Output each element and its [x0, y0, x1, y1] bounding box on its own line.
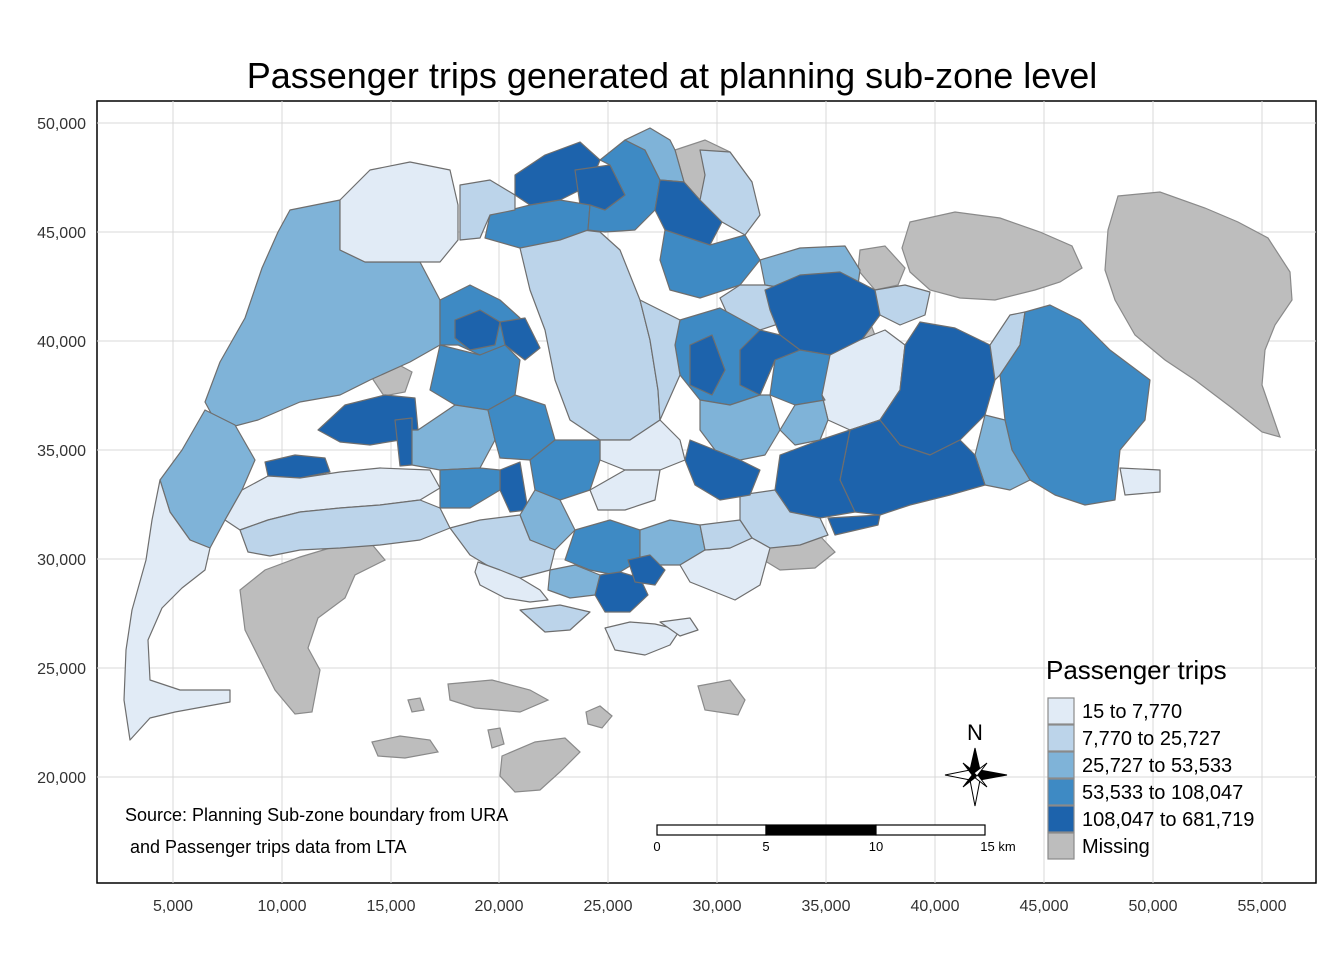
subzone-east-coast-park — [827, 514, 881, 536]
y-tick: 40,000 — [37, 334, 86, 351]
subzone-toa-payoh — [684, 439, 761, 501]
subzone-bukit-timah — [599, 419, 686, 471]
subzone-ang-mo-kio-dark — [689, 334, 726, 396]
x-axis-labels: 5,000 10,000 15,000 20,000 25,000 30,000… — [153, 898, 1287, 915]
subzone-pasir-panjang-terminal — [474, 561, 549, 603]
subzone-queenstown — [529, 439, 601, 501]
compass-rose-icon — [944, 747, 1008, 807]
southern-island-e — [585, 705, 613, 729]
x-tick: 50,000 — [1129, 898, 1178, 915]
x-tick: 15,000 — [367, 898, 416, 915]
southern-island-c — [371, 735, 440, 759]
subzone-holland — [589, 469, 661, 511]
subzone-bukit-panjang-dark — [454, 309, 501, 351]
subzone-changi-point — [1119, 467, 1161, 496]
x-tick: 30,000 — [693, 898, 742, 915]
scale-bar-segment — [765, 824, 877, 836]
north-arrow: N — [944, 720, 1008, 807]
southern-island-f — [487, 727, 505, 749]
legend-swatch — [1047, 751, 1075, 779]
legend-swatch — [1047, 697, 1075, 725]
x-tick: 55,000 — [1238, 898, 1287, 915]
subzone-alexandra — [564, 519, 641, 576]
subzone-thomson — [639, 299, 681, 421]
subzone-tampines — [879, 321, 996, 456]
subzone-changi-airport — [999, 304, 1151, 506]
legend-swatch — [1047, 724, 1075, 752]
legend-label: Missing — [1082, 836, 1150, 858]
southern-island-b — [697, 679, 746, 716]
subzone-woodlands-e — [624, 127, 685, 183]
legend-label: 53,533 to 108,047 — [1082, 782, 1243, 804]
legend-label: 108,047 to 681,719 — [1082, 809, 1254, 831]
southern-island-a — [447, 679, 550, 713]
y-tick: 45,000 — [37, 225, 86, 242]
scale-bar-label: 0 — [653, 839, 660, 854]
subzone-keppel — [519, 604, 591, 633]
legend-swatch — [1047, 805, 1075, 833]
x-tick: 10,000 — [258, 898, 307, 915]
y-axis-labels: 50,000 45,000 40,000 35,000 30,000 25,00… — [37, 116, 86, 787]
subzone-paya-lebar-south — [779, 394, 829, 446]
subzone-kallang — [699, 519, 753, 551]
legend-swatch — [1047, 778, 1075, 806]
x-tick: 20,000 — [475, 898, 524, 915]
scale-bar-label: 5 — [762, 839, 769, 854]
subzone-tuas — [123, 479, 231, 741]
subzone-hougang — [739, 329, 801, 396]
y-tick: 50,000 — [37, 116, 86, 133]
pulau-ubin — [901, 211, 1083, 301]
scale-bar-segment — [656, 824, 767, 836]
source-line-2: and Passenger trips data from LTA — [125, 837, 406, 857]
pulau-tekong — [1104, 191, 1293, 438]
legend-swatch — [1047, 832, 1075, 860]
legend-label: 15 to 7,770 — [1082, 701, 1182, 723]
subzone-bishan — [699, 394, 781, 461]
legend: Passenger trips 15 to 7,770 7,770 to 25,… — [1046, 655, 1254, 860]
scale-bar-label: 15 km — [980, 839, 1015, 854]
y-tick: 20,000 — [37, 770, 86, 787]
scale-bar-segment — [875, 824, 986, 836]
scale-bar: 0 5 10 15 km — [653, 824, 1016, 854]
legend-label: 25,727 to 53,533 — [1082, 755, 1232, 777]
subzone-woodlands-d — [459, 179, 516, 241]
source-line-1: Source: Planning Sub-zone boundary from … — [125, 805, 508, 825]
subzone-hillview — [499, 317, 541, 361]
scale-bar-label: 10 — [869, 839, 883, 854]
southern-island-d — [499, 737, 581, 793]
map-title: Passenger trips generated at planning su… — [247, 55, 1098, 96]
southern-island-g — [407, 697, 425, 713]
legend-label: 7,770 to 25,727 — [1082, 728, 1221, 750]
subzone-sentosa — [604, 621, 681, 656]
x-tick: 45,000 — [1020, 898, 1069, 915]
subzone-sembawang — [699, 149, 761, 236]
subzone-sentosa-east — [659, 617, 699, 637]
subzone-cbd-b — [627, 554, 666, 586]
x-tick: 5,000 — [153, 898, 193, 915]
legend-title: Passenger trips — [1046, 655, 1227, 685]
y-tick: 35,000 — [37, 443, 86, 460]
subzone-lim-chu-kang — [339, 161, 459, 263]
north-arrow-label: N — [967, 720, 983, 745]
x-tick: 35,000 — [802, 898, 851, 915]
y-tick: 25,000 — [37, 661, 86, 678]
subzone-jurong-lake — [439, 467, 501, 509]
subzone-punggol-east — [874, 284, 931, 326]
subzone-woodlands-c — [484, 199, 591, 249]
subzone-telok-blangah — [547, 564, 601, 599]
x-tick: 40,000 — [911, 898, 960, 915]
source-note: Source: Planning Sub-zone boundary from … — [125, 805, 508, 857]
y-tick: 30,000 — [37, 552, 86, 569]
subzone-pasir-panjang — [449, 514, 556, 579]
planning-subzones — [123, 127, 1161, 741]
x-tick: 25,000 — [584, 898, 633, 915]
